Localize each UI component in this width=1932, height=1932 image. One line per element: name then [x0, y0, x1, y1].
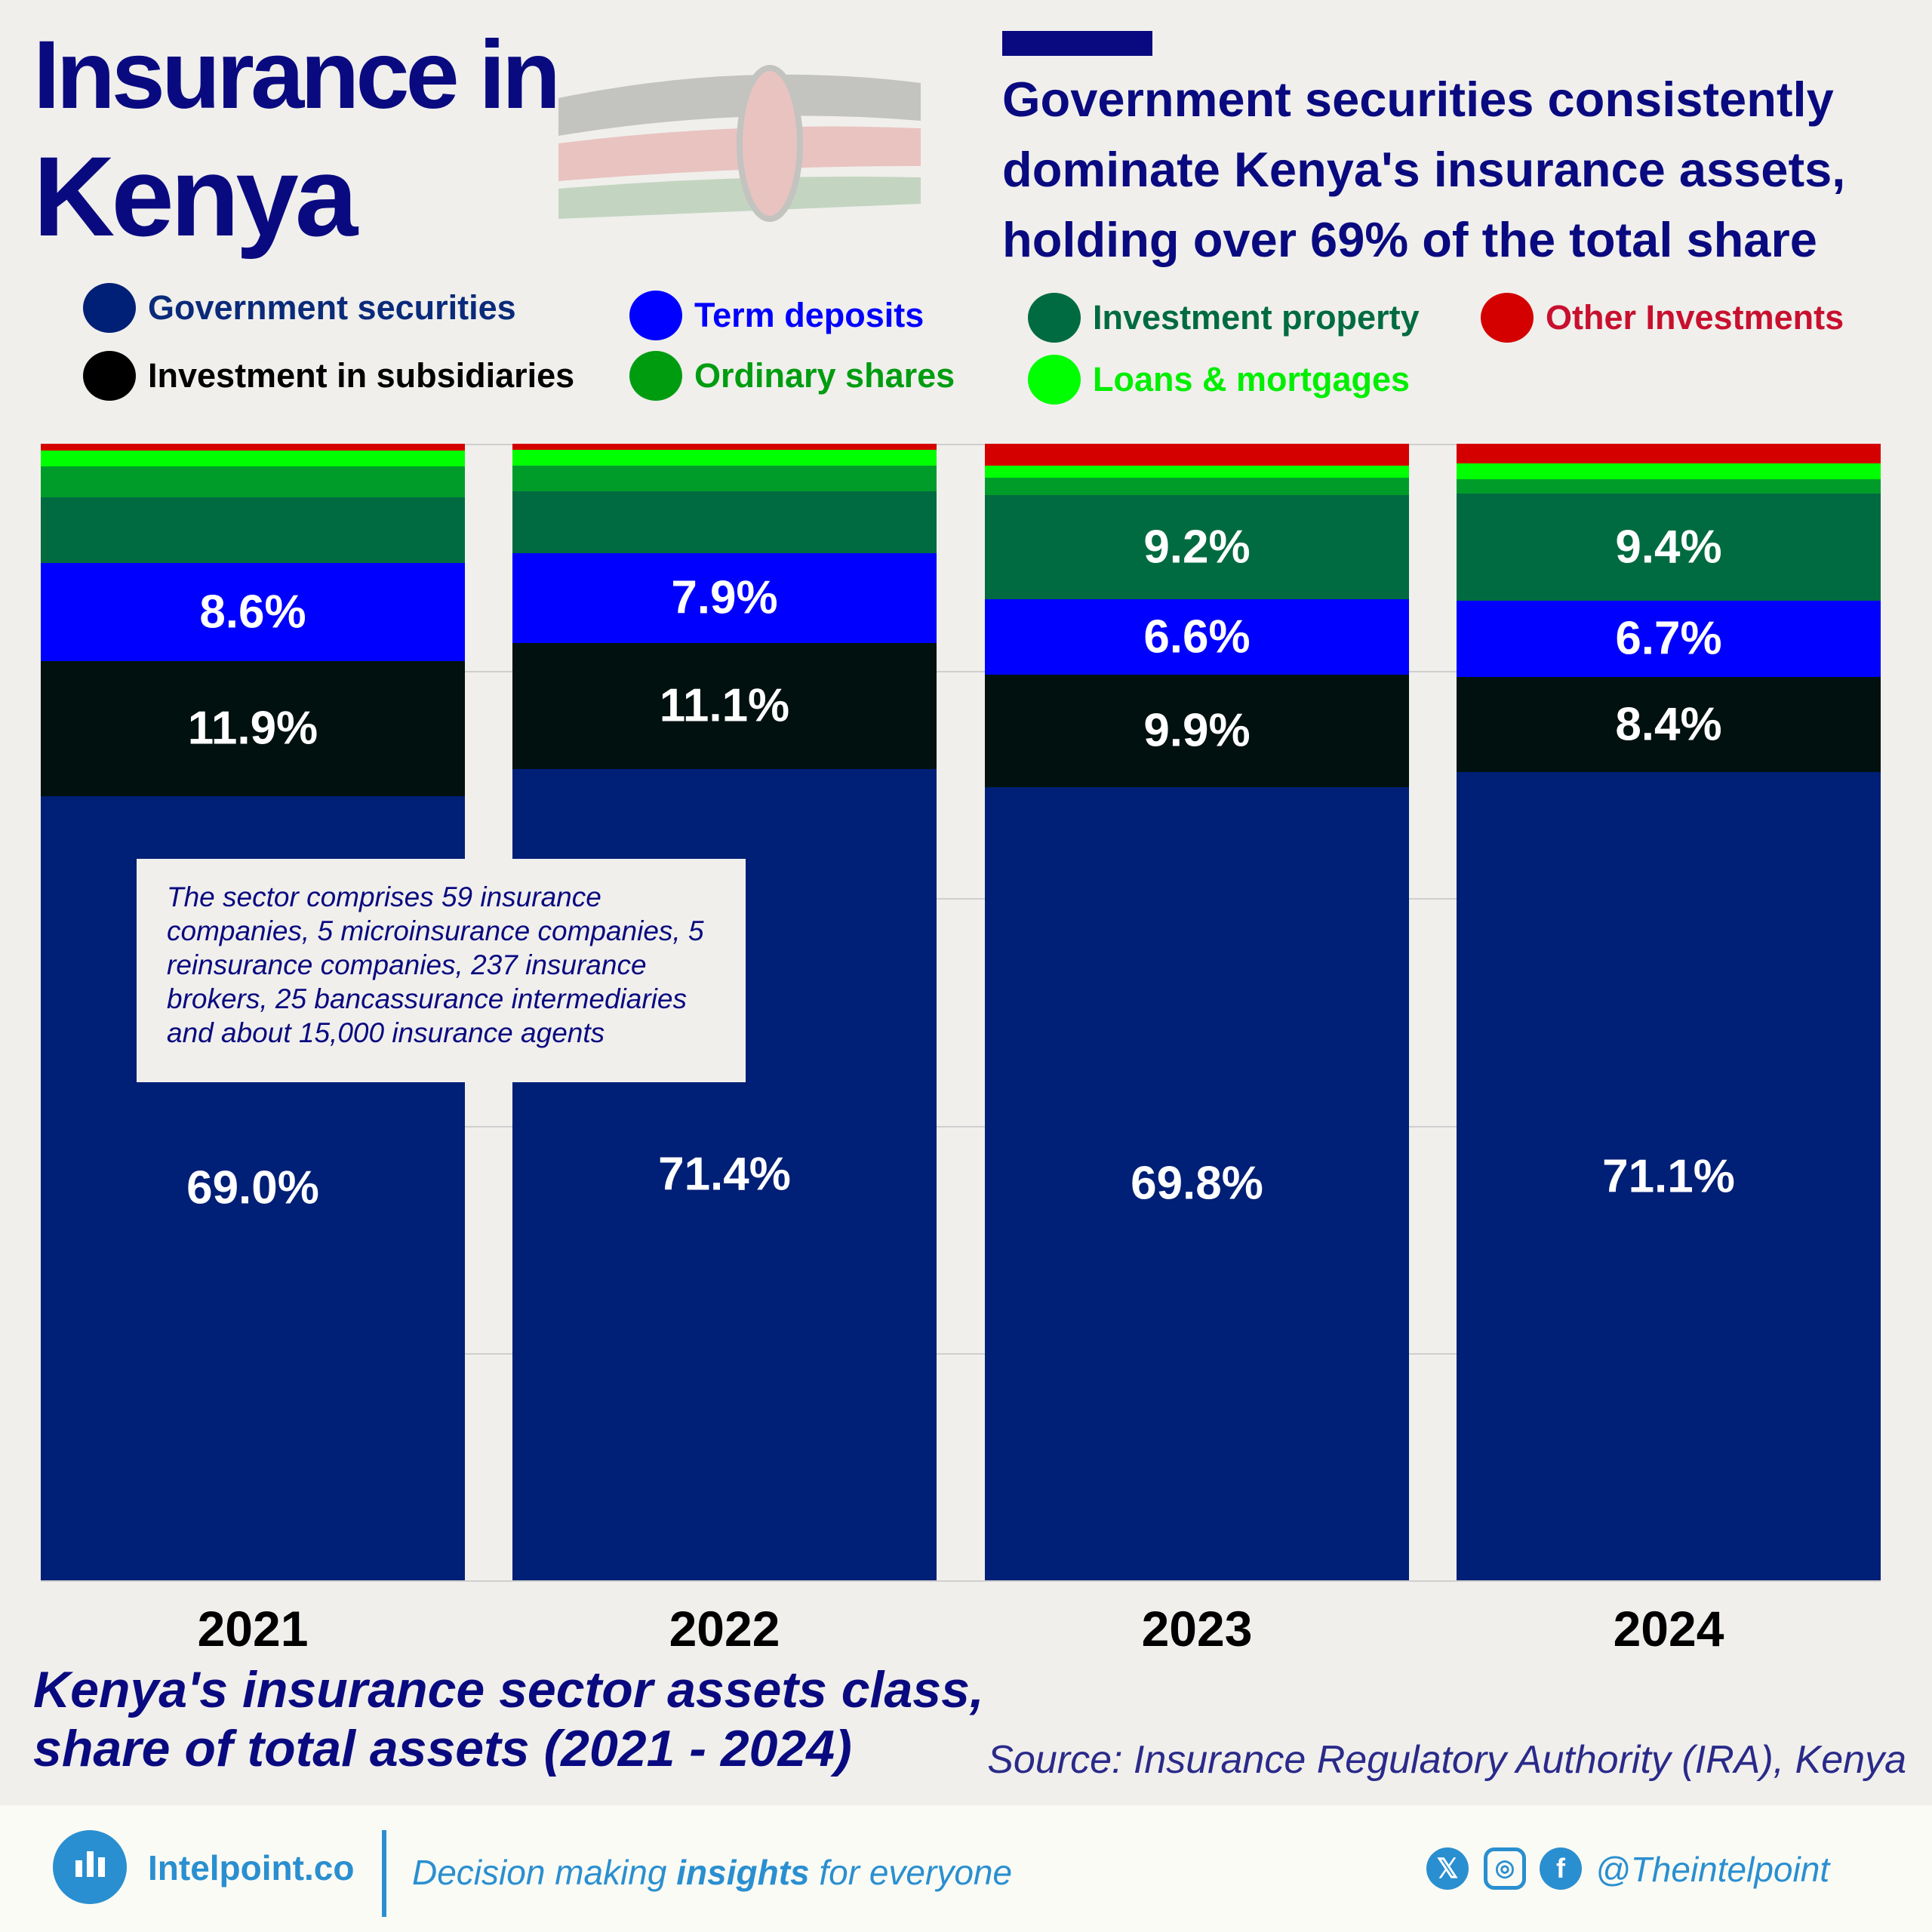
bar-segment — [41, 466, 465, 497]
bar-segment — [41, 497, 465, 564]
bar-segment — [985, 674, 1409, 787]
title-line-1: Insurance in — [33, 21, 561, 129]
legend-label: Other Investments — [1546, 298, 1844, 337]
data-label: 9.9% — [1143, 704, 1251, 757]
bar-segment — [1457, 772, 1881, 1580]
bar-segment — [41, 444, 465, 451]
kenya-flag-icon — [558, 65, 921, 222]
accent-bar — [1002, 31, 1152, 56]
legend-item: Other Investments — [1481, 293, 1844, 343]
legend-label: Term deposits — [694, 296, 924, 334]
gridline — [41, 1352, 1881, 1355]
tagline-bold: insights — [676, 1853, 810, 1892]
gridline — [41, 898, 1881, 900]
bar-segment — [1457, 478, 1881, 494]
data-label: 9.2% — [1143, 521, 1251, 574]
legend-label: Investment property — [1093, 298, 1420, 337]
x-tick-label: 2024 — [1613, 1601, 1724, 1657]
bar-segment — [1457, 494, 1881, 601]
x-tick-label: 2021 — [197, 1601, 309, 1657]
bar-segment — [512, 642, 937, 769]
bar-segment — [985, 786, 1409, 1580]
bar-segment — [985, 444, 1409, 466]
bar-segment — [41, 660, 465, 796]
title-line-2: Kenya — [33, 133, 358, 260]
data-label: 9.4% — [1615, 521, 1722, 574]
legend-dot-icon — [1481, 293, 1534, 343]
tagline: Decision making insights for everyone — [412, 1852, 1012, 1893]
x-tick-label: 2023 — [1141, 1601, 1253, 1657]
brand-link[interactable]: Intelpoint.co — [148, 1848, 355, 1887]
data-label: 69.0% — [186, 1161, 319, 1214]
bar-segment — [1457, 463, 1881, 479]
gridline — [41, 1580, 1881, 1582]
bar-segment — [512, 465, 937, 492]
bar-segment — [985, 494, 1409, 600]
caption-line-1: Kenya's insurance sector assets class, — [33, 1661, 984, 1718]
data-label: 71.1% — [1602, 1150, 1735, 1203]
legend-dot-icon — [629, 291, 682, 340]
legend-label: Investment in subsidiaries — [148, 356, 575, 395]
legend-dot-icon — [1028, 293, 1081, 343]
bar-segment — [512, 444, 937, 450]
data-label: 8.6% — [199, 586, 306, 638]
gridline — [41, 444, 1881, 445]
legend-item: Investment in subsidiaries — [83, 351, 574, 401]
data-label: 7.9% — [671, 571, 778, 624]
data-label: 71.4% — [658, 1148, 791, 1201]
headline: Government securities consistently domin… — [1002, 72, 1846, 267]
legend-item: Loans & mortgages — [1028, 355, 1410, 405]
intelpoint-logo-icon — [53, 1830, 127, 1904]
caption-line-2: share of total assets (2021 - 2024) — [33, 1720, 852, 1777]
bar-segment — [41, 451, 465, 467]
legend-label: Government securities — [148, 288, 516, 327]
bar-segment — [1457, 676, 1881, 773]
legend-item: Term deposits — [629, 291, 924, 340]
data-label: 8.4% — [1615, 698, 1722, 751]
legend-dot-icon — [83, 351, 136, 401]
gridline — [41, 1125, 1881, 1128]
legend-dot-icon — [629, 351, 682, 401]
data-label: 11.1% — [659, 679, 790, 732]
data-label: 11.9% — [187, 702, 318, 755]
footer — [0, 1805, 1932, 1932]
social-handle[interactable]: @Theintelpoint — [1595, 1850, 1830, 1889]
chart-caption: Kenya's insurance sector assets class, s… — [33, 1660, 984, 1778]
instagram-icon[interactable]: ◎ — [1484, 1847, 1526, 1890]
data-label: 6.6% — [1143, 611, 1251, 663]
divider — [382, 1830, 386, 1917]
bar-segment — [985, 478, 1409, 495]
legend-item: Ordinary shares — [629, 351, 955, 401]
data-label: 69.8% — [1131, 1157, 1263, 1210]
legend-dot-icon — [83, 283, 136, 333]
x-tick-label: 2022 — [669, 1601, 780, 1657]
bar-segment — [1457, 444, 1881, 463]
legend-label: Loans & mortgages — [1093, 360, 1411, 398]
source: Source: Insurance Regulatory Authority (… — [987, 1738, 1906, 1782]
legend-item: Government securities — [83, 283, 516, 333]
legend-dot-icon — [1028, 355, 1081, 405]
legend-item: Investment property — [1028, 293, 1420, 343]
bar-segment — [985, 465, 1409, 478]
data-label: 6.7% — [1615, 612, 1722, 665]
tagline-pre: Decision making — [412, 1853, 677, 1892]
gridline — [41, 671, 1881, 673]
page-title: Insurance in Kenya — [33, 15, 561, 260]
tagline-post: for everyone — [809, 1853, 1013, 1892]
bar-segment — [1457, 600, 1881, 677]
bar-segment — [985, 599, 1409, 675]
bar-segment — [512, 491, 937, 553]
legend-label: Ordinary shares — [694, 356, 955, 395]
bar-segment — [512, 449, 937, 466]
sector-note: The sector comprises 59 insurance compan… — [137, 859, 746, 1082]
bar-segment — [41, 563, 465, 661]
facebook-icon[interactable]: f — [1540, 1847, 1582, 1890]
x-icon[interactable]: 𝕏 — [1426, 1847, 1469, 1890]
bar-segment — [512, 552, 937, 643]
